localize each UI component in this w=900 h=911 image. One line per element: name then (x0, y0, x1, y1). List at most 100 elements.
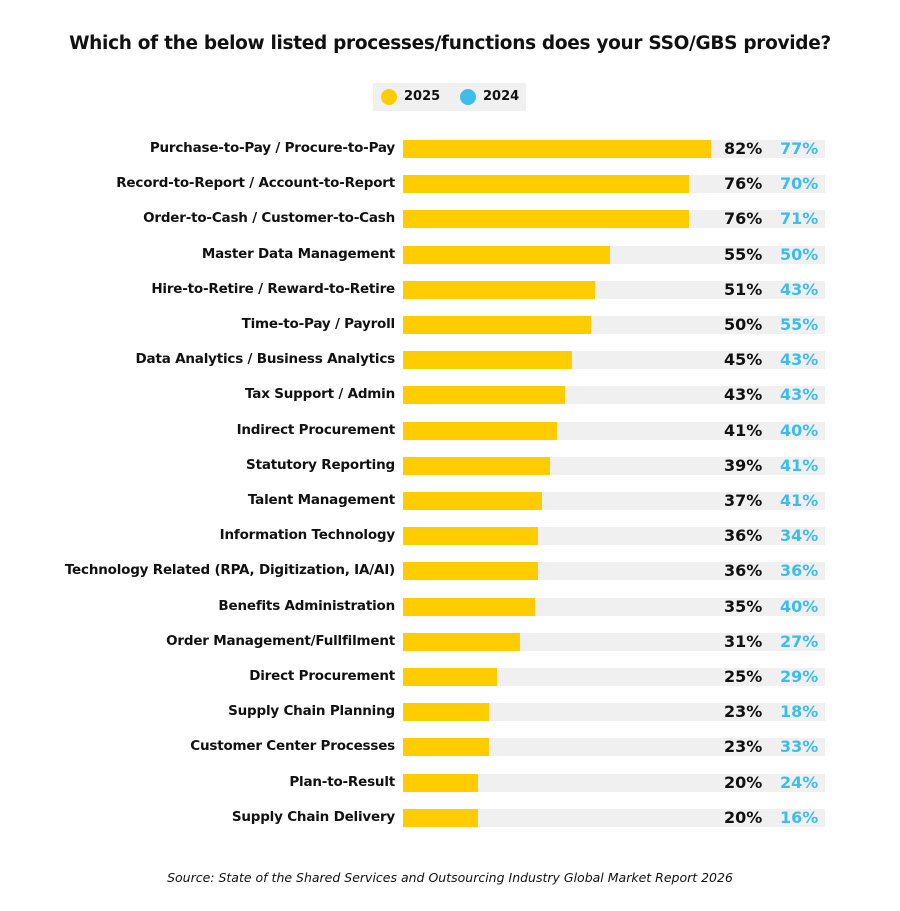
category-label: Order Management/Fullfilment (166, 632, 395, 649)
bar-row: Supply Chain Planning 23% 18% (0, 702, 900, 722)
bar-row: Master Data Management 55% 50% (0, 245, 900, 265)
bar-2025 (403, 703, 490, 722)
category-label: Time-to-Pay / Payroll (241, 316, 396, 332)
value-label-2025: 50% (724, 315, 763, 334)
value-label-2024: 77% (780, 139, 819, 158)
bar-track (403, 773, 825, 792)
value-label-2024: 24% (780, 772, 819, 792)
bar-track (403, 808, 825, 827)
category-label: Technology Related (RPA, Digitization, I… (64, 562, 395, 579)
value-label-2024: 33% (780, 737, 819, 757)
legend-swatch-2024 (460, 89, 476, 105)
chart-title: Which of the below listed processes/func… (69, 33, 831, 54)
bar-row: Statutory Reporting 39% 41% (0, 456, 900, 476)
bar-2025 (403, 210, 689, 229)
value-label-2025: 45% (724, 350, 763, 370)
bar-row: Plan-to-Result 20% 24% (0, 773, 900, 793)
bar-row: Indirect Procurement 41% 40% (0, 421, 900, 441)
legend-label-2025: 2025 (404, 89, 441, 104)
bar-row: Direct Procurement 25% 29% (0, 667, 900, 687)
category-label: Tax Support / Admin (245, 386, 395, 403)
value-label-2024: 34% (780, 526, 819, 546)
bar-2025 (403, 386, 565, 405)
category-label: Direct Procurement (249, 668, 395, 684)
value-label-2025: 82% (724, 139, 763, 158)
value-label-2024: 18% (780, 702, 819, 722)
legend: 2025 2024 (373, 83, 526, 111)
category-label: Master Data Management (201, 245, 395, 262)
bar-2025 (403, 738, 490, 757)
value-label-2024: 43% (780, 350, 819, 370)
bar-2025 (403, 527, 539, 546)
bar-row: Supply Chain Delivery 20% 16% (0, 808, 900, 828)
value-label-2024: 16% (780, 807, 819, 827)
value-label-2024: 71% (780, 209, 819, 229)
value-label-2025: 39% (724, 455, 763, 475)
bar-row: Information Technology 36% 34% (0, 526, 900, 546)
value-label-2024: 40% (780, 596, 819, 616)
value-label-2025: 20% (724, 772, 763, 792)
bar-2025 (403, 773, 479, 792)
value-label-2025: 35% (724, 596, 763, 616)
bar-2025 (403, 245, 610, 264)
category-label: Hire-to-Retire / Reward-to-Retire (151, 280, 395, 297)
bar-2025 (403, 280, 595, 299)
bar-track (403, 668, 825, 686)
value-label-2024: 27% (780, 631, 819, 651)
bar-2025 (403, 351, 573, 370)
category-label: Supply Chain Delivery (231, 808, 395, 825)
bar-2025 (403, 140, 712, 158)
bar-2025 (403, 632, 520, 651)
bar-2025 (403, 668, 497, 686)
category-label: Benefits Administration (218, 597, 395, 614)
bar-row: Customer Center Processes 23% 33% (0, 737, 900, 757)
value-label-2025: 76% (724, 174, 763, 194)
category-label: Data Analytics / Business Analytics (135, 351, 396, 368)
bar-2025 (403, 456, 550, 475)
bar-row: Tax Support / Admin 43% 43% (0, 385, 900, 405)
value-label-2025: 51% (724, 279, 763, 299)
category-label: Indirect Procurement (236, 421, 396, 438)
category-label: Customer Center Processes (190, 738, 395, 755)
bar-track (403, 738, 825, 757)
category-label: Purchase-to-Pay / Procure-to-Pay (149, 140, 395, 156)
value-label-2024: 55% (780, 315, 819, 334)
value-label-2025: 23% (724, 702, 763, 722)
category-label: Record-to-Report / Account-to-Report (116, 175, 395, 192)
value-label-2025: 25% (724, 667, 763, 686)
category-label: Plan-to-Result (289, 773, 395, 790)
value-label-2024: 29% (780, 667, 819, 686)
value-label-2024: 43% (780, 279, 819, 299)
bar-2025 (403, 808, 479, 827)
category-label: Information Technology (219, 527, 396, 544)
bar-2025 (403, 316, 591, 334)
bar-2025 (403, 175, 689, 194)
bar-row: Order Management/Fullfilment 31% 27% (0, 632, 900, 652)
value-label-2024: 70% (780, 174, 819, 194)
category-label: Statutory Reporting (246, 456, 395, 473)
bar-row: Benefits Administration 35% 40% (0, 597, 900, 617)
value-label-2025: 41% (724, 420, 763, 440)
value-label-2025: 20% (724, 807, 763, 827)
source-note: Source: State of the Shared Services and… (167, 870, 733, 885)
bar-track (403, 703, 825, 722)
bar-row: Purchase-to-Pay / Procure-to-Pay 82% 77% (0, 139, 900, 159)
value-label-2025: 36% (724, 561, 763, 581)
bar-2025 (403, 562, 539, 581)
value-label-2025: 36% (724, 526, 763, 546)
value-label-2025: 31% (724, 631, 763, 651)
bar-row: Time-to-Pay / Payroll 50% 55% (0, 315, 900, 335)
value-label-2025: 23% (724, 737, 763, 757)
value-label-2024: 41% (780, 491, 819, 510)
value-label-2025: 55% (724, 244, 763, 264)
bar-2025 (403, 597, 535, 616)
value-label-2024: 50% (780, 244, 819, 264)
bar-row: Order-to-Cash / Customer-to-Cash 76% 71% (0, 209, 900, 229)
value-label-2024: 41% (780, 455, 819, 475)
legend-swatch-2025 (381, 89, 397, 105)
category-label: Order-to-Cash / Customer-to-Cash (143, 210, 395, 227)
value-label-2025: 76% (724, 209, 763, 229)
category-label: Supply Chain Planning (228, 703, 395, 720)
bar-2025 (403, 421, 558, 440)
